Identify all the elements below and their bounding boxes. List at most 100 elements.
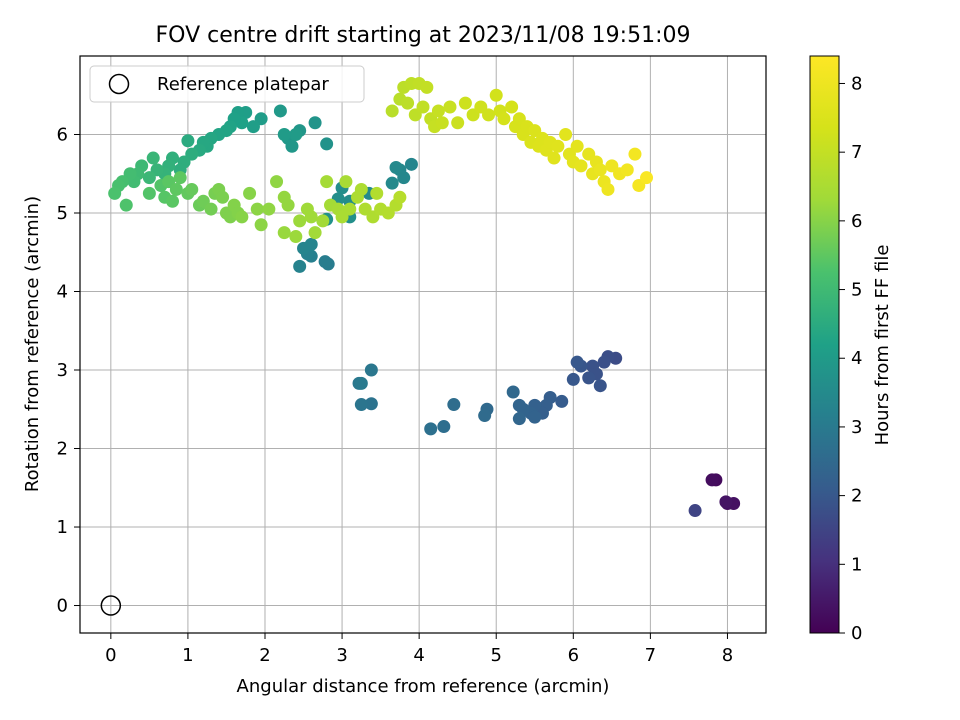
x-axis-ticks: 0 1 2 3 4 5 6 7 8 — [105, 633, 733, 666]
data-point — [308, 116, 322, 130]
data-point — [482, 108, 496, 122]
data-points — [108, 76, 741, 518]
x-tick-label: 8 — [722, 645, 733, 666]
x-tick-label: 3 — [336, 645, 347, 666]
data-point — [458, 96, 472, 110]
x-tick-label: 5 — [490, 645, 501, 666]
data-point — [354, 182, 368, 196]
y-tick-label: 5 — [57, 203, 68, 224]
data-point — [304, 237, 318, 251]
data-point — [389, 160, 403, 174]
colorbar-tick-label: 4 — [851, 348, 862, 369]
data-point — [243, 186, 257, 200]
legend-entry: Reference platepar — [157, 74, 329, 95]
data-point — [512, 398, 526, 412]
data-point — [146, 151, 160, 165]
data-point — [570, 139, 584, 153]
colorbar-tick-label: 6 — [851, 211, 862, 232]
data-point — [169, 182, 183, 196]
data-point — [270, 175, 284, 189]
data-point — [250, 202, 264, 216]
data-point — [420, 80, 434, 94]
data-point — [142, 171, 156, 185]
data-point — [512, 412, 526, 426]
y-tick-label: 6 — [57, 125, 68, 146]
data-point — [370, 186, 384, 200]
reference-platepar-marker — [100, 595, 122, 616]
colorbar-tick-label: 1 — [851, 554, 862, 575]
data-point — [289, 128, 303, 142]
data-point — [304, 210, 318, 224]
y-tick-label: 4 — [57, 282, 68, 303]
data-point — [478, 409, 492, 423]
x-axis-label: Angular distance from reference (arcmin) — [237, 676, 610, 697]
data-point — [547, 151, 561, 165]
data-point — [165, 194, 179, 208]
data-point — [285, 139, 299, 153]
data-point — [293, 214, 307, 228]
data-point — [316, 214, 330, 228]
data-point — [528, 410, 542, 424]
data-point — [570, 355, 584, 369]
data-point — [142, 186, 156, 200]
legend: Reference platepar — [89, 65, 365, 103]
data-point — [443, 100, 457, 114]
data-point — [320, 137, 334, 151]
data-point — [404, 157, 418, 171]
data-point — [719, 495, 733, 509]
data-point — [506, 385, 520, 399]
data-point — [401, 96, 415, 110]
data-point — [582, 371, 596, 385]
data-point — [364, 397, 378, 411]
legend-marker — [108, 73, 130, 95]
data-point — [620, 163, 634, 177]
x-tick-label: 1 — [182, 645, 193, 666]
y-tick-label: 3 — [57, 360, 68, 381]
data-point — [273, 104, 287, 118]
data-point — [451, 116, 465, 130]
data-point — [424, 422, 438, 436]
legend-box — [89, 65, 365, 103]
colorbar-ticks: 0 1 2 3 4 5 6 7 8 — [839, 73, 862, 644]
data-point — [574, 159, 588, 173]
colorbar-tick-label: 5 — [851, 280, 862, 301]
data-point — [308, 226, 322, 240]
data-point — [318, 255, 332, 269]
chart-title: FOV centre drift starting at 2023/11/08 … — [156, 23, 691, 48]
data-point — [235, 210, 249, 224]
data-point — [705, 473, 719, 487]
data-point — [593, 163, 607, 177]
data-point — [293, 259, 307, 273]
x-tick-label: 6 — [568, 645, 579, 666]
grid-lines — [80, 56, 766, 633]
data-point — [566, 372, 580, 386]
data-point — [640, 171, 654, 185]
data-point — [320, 175, 334, 189]
data-point — [551, 139, 565, 153]
data-point — [216, 190, 230, 204]
data-point — [559, 128, 573, 142]
data-point — [204, 202, 218, 216]
data-point — [277, 128, 291, 142]
colorbar-label: Hours from first FF file — [872, 245, 893, 446]
data-point — [385, 104, 399, 118]
data-point — [181, 134, 195, 148]
plot-frame — [79, 55, 767, 634]
y-axis-label: Rotation from reference (arcmin) — [22, 196, 43, 492]
x-tick-label: 4 — [413, 645, 424, 666]
data-point — [628, 147, 642, 161]
data-point — [281, 198, 295, 212]
data-point — [447, 398, 461, 412]
data-point — [354, 398, 368, 412]
data-point — [108, 186, 122, 200]
colorbar-tick-label: 7 — [851, 142, 862, 163]
y-axis-ticks: 0 1 2 3 4 5 6 — [57, 125, 80, 617]
data-point — [393, 190, 407, 204]
x-tick-label: 7 — [645, 645, 656, 666]
data-point — [489, 88, 503, 102]
data-point — [354, 376, 368, 390]
data-point — [364, 363, 378, 377]
colorbar-tick-label: 3 — [851, 417, 862, 438]
data-point — [437, 420, 451, 434]
